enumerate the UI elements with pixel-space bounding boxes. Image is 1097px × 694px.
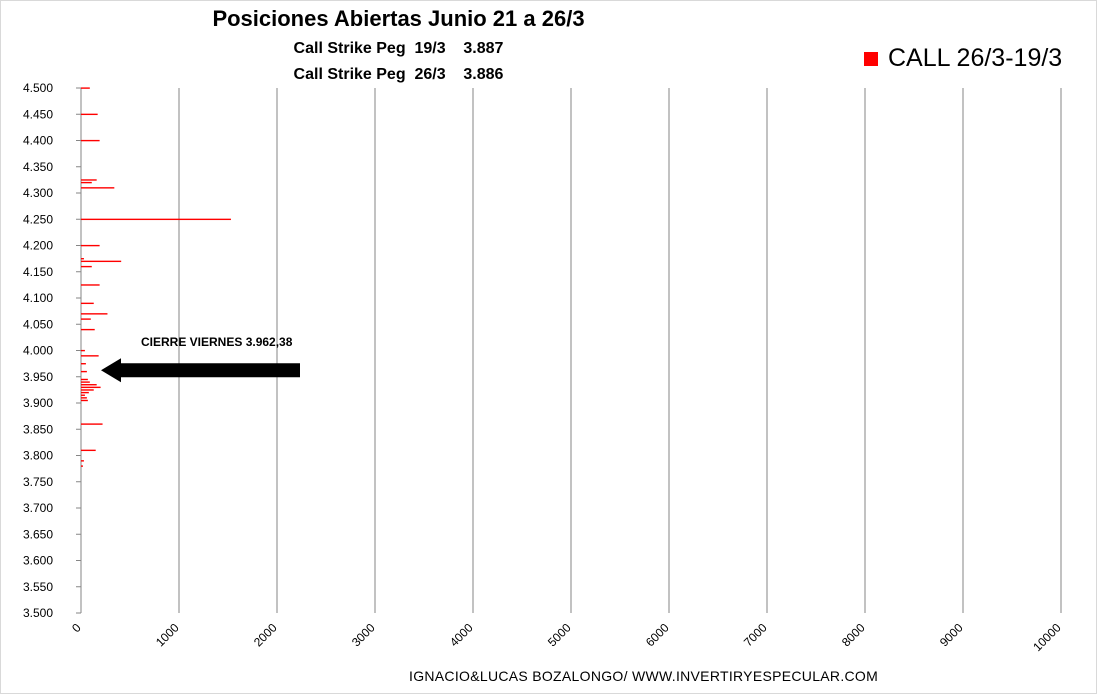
y-tick-label: 4.450 [23, 107, 53, 121]
y-tick-label: 4.050 [23, 317, 53, 331]
bar [81, 381, 90, 383]
bar [81, 328, 95, 331]
y-tick-label: 3.850 [23, 422, 53, 436]
bar [81, 363, 86, 365]
x-tick-label: 3000 [349, 620, 378, 649]
bar [81, 397, 87, 399]
x-tick-label: 6000 [643, 620, 672, 649]
bar [81, 313, 108, 315]
y-tick-label: 4.400 [23, 134, 53, 148]
bar [81, 384, 97, 386]
y-tick-label: 3.650 [23, 527, 53, 541]
bar [81, 355, 99, 357]
y-tick-label: 3.700 [23, 501, 53, 515]
bar [81, 181, 92, 184]
bar [81, 260, 122, 263]
annotation-arrow [101, 358, 300, 383]
x-tick-label: 8000 [839, 620, 868, 649]
y-tick-label: 3.950 [23, 370, 53, 384]
y-tick-label: 4.500 [23, 81, 53, 95]
bar [81, 394, 85, 396]
legend: CALL 26/3-19/3 [864, 44, 1062, 73]
x-tick-label: 10000 [1030, 620, 1064, 654]
legend-swatch [864, 51, 878, 66]
bar [81, 449, 96, 452]
x-tick-label: 1000 [153, 620, 182, 649]
annotation-label: CIERRE VIERNES 3.962,38 [141, 335, 293, 349]
bar [81, 378, 88, 381]
y-tick-label: 3.750 [23, 475, 53, 489]
bar [81, 465, 83, 467]
bar [81, 265, 92, 268]
footer-credit: IGNACIO&LUCAS BOZALONGO/ WWW.INVERTIRYES… [409, 668, 879, 684]
bar [81, 389, 94, 391]
x-tick-label: 2000 [251, 620, 280, 649]
bar [81, 349, 85, 352]
x-tick-label: 5000 [545, 620, 574, 649]
bar [81, 302, 94, 305]
y-tick-label: 4.000 [23, 344, 53, 358]
y-tick-label: 4.150 [23, 265, 53, 279]
y-tick-label: 4.250 [23, 212, 53, 226]
y-tick-label: 3.800 [23, 449, 53, 463]
bar [81, 391, 89, 394]
x-tick-label: 9000 [937, 620, 966, 649]
bar [81, 244, 100, 247]
legend-label: CALL 26/3-19/3 [888, 44, 1063, 72]
bar [81, 370, 87, 373]
bar [81, 87, 90, 89]
chart-subtitle-19-3: Call Strike Peg 19/3 3.887 [293, 40, 504, 57]
x-tick-label: 7000 [741, 620, 770, 649]
bar [81, 318, 91, 320]
bar [81, 284, 100, 286]
bar [81, 139, 100, 142]
y-tick-label: 4.100 [23, 291, 53, 305]
y-tick-label: 4.300 [23, 186, 53, 200]
bar [81, 258, 84, 260]
bar [81, 218, 231, 221]
y-tick-label: 4.200 [23, 239, 53, 253]
bar [81, 113, 98, 116]
bar [81, 386, 101, 389]
y-tick-label: 3.900 [23, 396, 53, 410]
y-tick-label: 3.500 [23, 606, 53, 620]
y-tick-label: 4.350 [23, 160, 53, 174]
bar [81, 187, 115, 189]
y-tick-label: 3.550 [23, 580, 53, 594]
bar [81, 399, 88, 402]
bar [81, 460, 84, 462]
x-tick-label: 4000 [447, 620, 476, 649]
x-tick-label: 0 [69, 620, 84, 635]
y-tick-label: 3.600 [23, 554, 53, 568]
chart-title: Posiciones Abiertas Junio 21 a 26/3 [212, 6, 585, 31]
bar [81, 179, 97, 181]
chart-subtitle-26-3: Call Strike Peg 26/3 3.886 [293, 66, 504, 83]
bar [81, 423, 103, 425]
